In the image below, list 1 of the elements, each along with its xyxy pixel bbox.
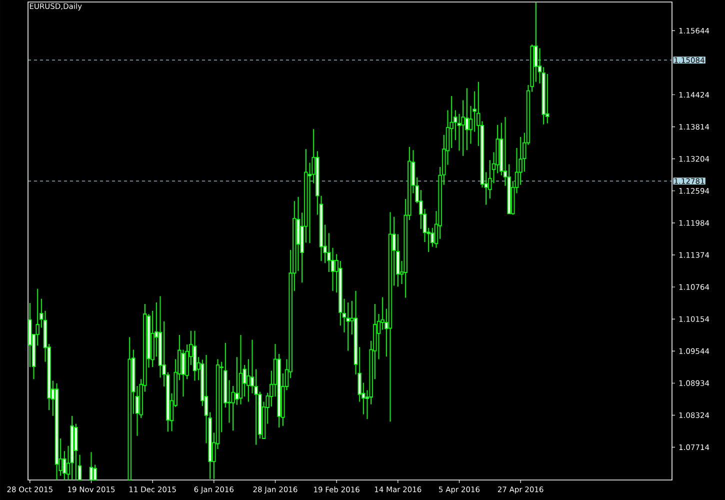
candlestick [346,302,350,352]
